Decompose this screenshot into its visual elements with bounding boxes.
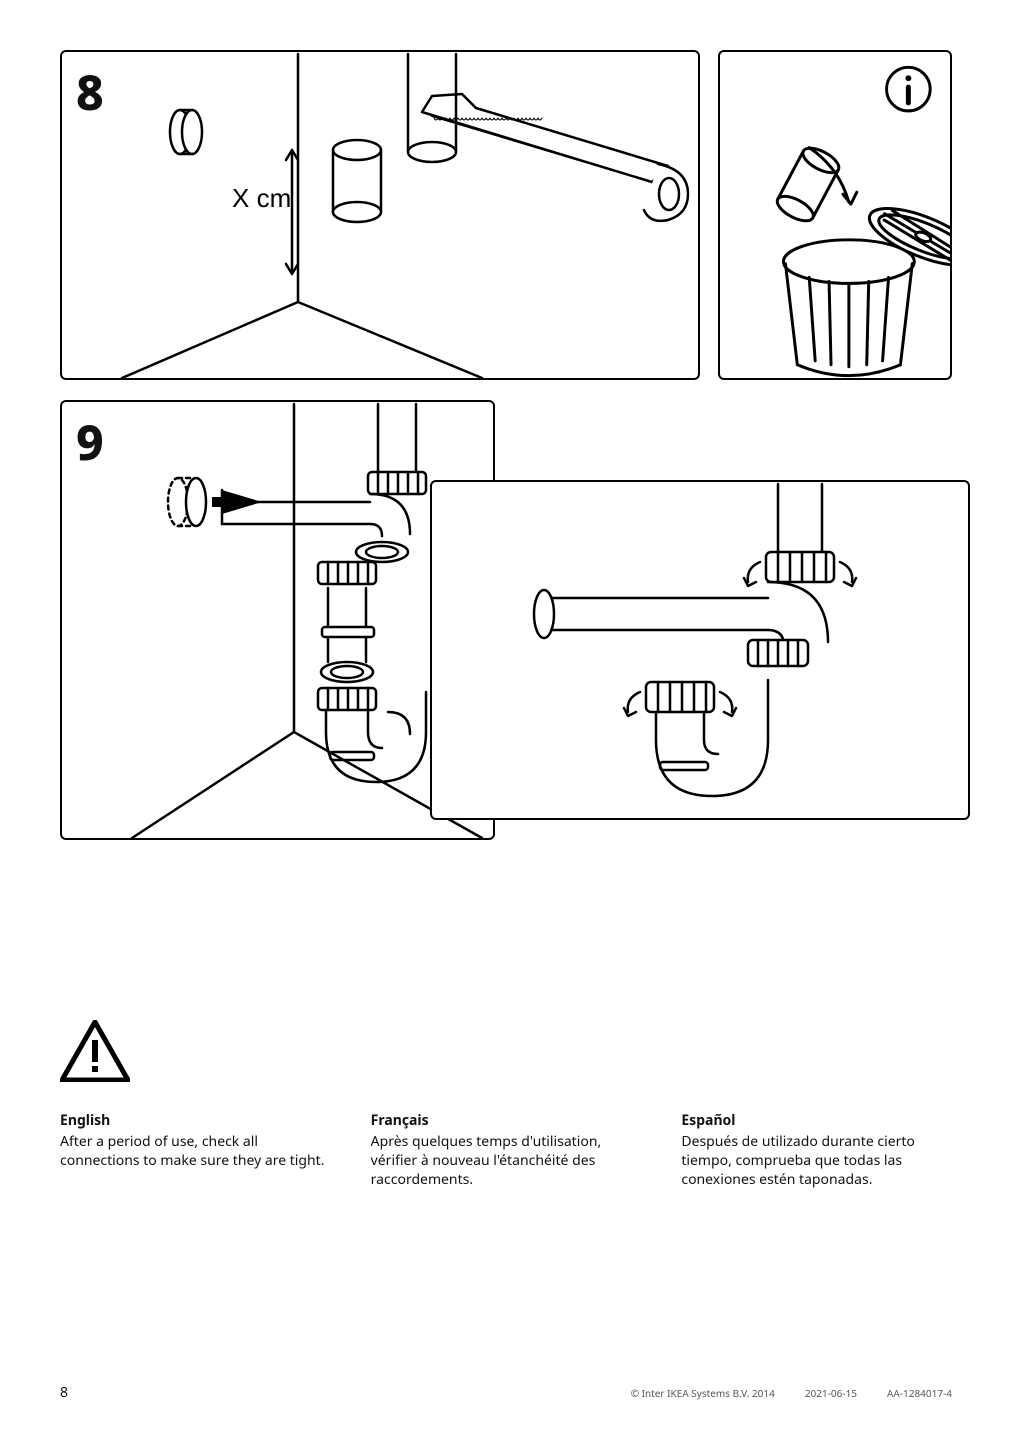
page-footer: 8 © Inter IKEA Systems B.V. 2014 2021-06… (60, 1383, 952, 1402)
lang-title-fr: Français (371, 1112, 642, 1131)
warning-icon (60, 1020, 130, 1082)
footer-copyright: © Inter IKEA Systems B.V. 2014 (631, 1386, 775, 1400)
footer-doc-id: AA-1284017-4 (887, 1386, 952, 1400)
page-number: 8 (60, 1383, 68, 1402)
measurement-label: X cm (232, 183, 291, 213)
text-espanol: Español Después de utilizado durante cie… (681, 1112, 952, 1190)
footer-date: 2021-06-15 (805, 1386, 857, 1400)
panel-info-bin (718, 50, 952, 380)
warning-section: English After a period of use, check all… (60, 1020, 952, 1190)
text-english: English After a period of use, check all… (60, 1112, 331, 1190)
lang-title-en: English (60, 1112, 331, 1131)
panel-step-9-right (430, 480, 970, 820)
info-bin-illustration (720, 52, 950, 382)
lang-body-es: Después de utilizado durante cierto tiem… (681, 1132, 915, 1189)
lang-body-en: After a period of use, check all connect… (60, 1132, 325, 1170)
lang-body-fr: Après quelques temps d'utilisation, véri… (371, 1132, 602, 1189)
step-number-8: 8 (76, 60, 104, 125)
step-number-9: 9 (76, 410, 104, 475)
step-9-right-illustration (432, 482, 972, 822)
text-francais: Français Après quelques temps d'utilisat… (371, 1112, 642, 1190)
panel-step-8: 8 X cm (60, 50, 700, 380)
lang-title-es: Español (681, 1112, 952, 1131)
step-8-illustration: X cm (62, 52, 702, 382)
